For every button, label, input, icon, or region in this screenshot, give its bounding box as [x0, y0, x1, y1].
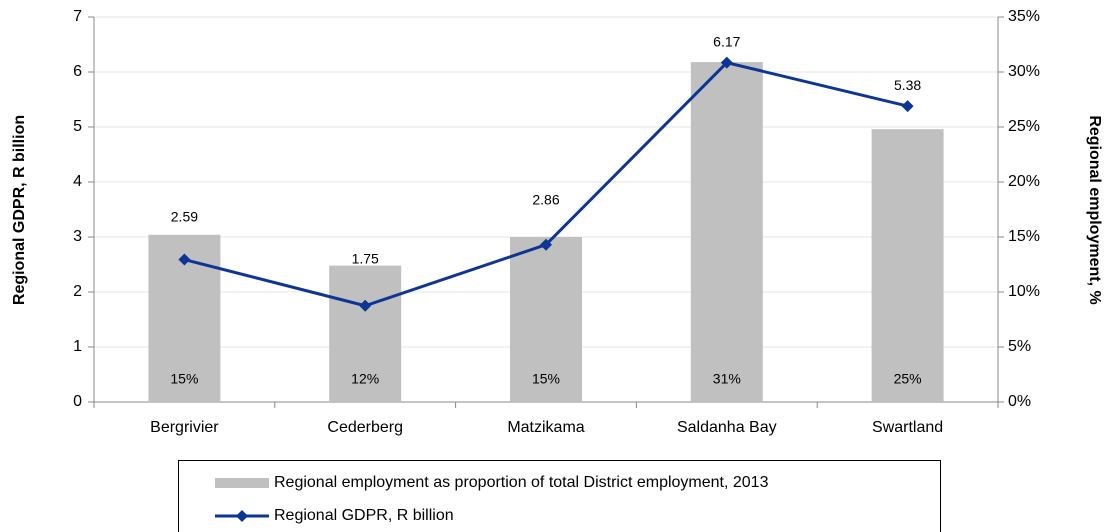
legend-box: [178, 460, 941, 532]
bar: [690, 62, 763, 402]
y-tick-label: 6: [73, 63, 82, 80]
x-tick-label: Matzikama: [507, 419, 584, 436]
y-tick-label: 0: [73, 393, 82, 410]
bar-value-label: 15%: [532, 371, 560, 387]
y2-tick-label: 25%: [1008, 118, 1040, 135]
legend-label: Regional GDPR, R billion: [274, 507, 454, 524]
y-tick-label: 7: [73, 8, 82, 25]
line-value-label: 5.38: [894, 77, 921, 93]
line-value-label: 6.17: [713, 33, 740, 49]
y-tick-label: 1: [73, 338, 82, 355]
y-tick-label: 5: [73, 118, 82, 135]
y-tick-label: 3: [73, 228, 82, 245]
line-marker: [359, 299, 372, 312]
bar-value-label: 15%: [170, 371, 198, 387]
y2-tick-label: 30%: [1008, 63, 1040, 80]
line-marker: [720, 56, 733, 69]
x-tick-label: Saldanha Bay: [677, 419, 777, 436]
line-value-label: 1.75: [352, 250, 379, 266]
x-tick-label: Swartland: [872, 419, 943, 436]
bar-value-label: 12%: [351, 371, 379, 387]
y-tick-label: 2: [73, 283, 82, 300]
legend-label: Regional employment as proportion of tot…: [274, 474, 769, 491]
y2-tick-label: 5%: [1008, 338, 1031, 355]
line-value-label: 2.86: [532, 191, 559, 207]
bar-value-label: 25%: [894, 371, 922, 387]
y2-axis-title: Regional employment, %: [1086, 115, 1103, 304]
y2-tick-label: 20%: [1008, 173, 1040, 190]
line-marker: [540, 238, 552, 251]
bar-value-label: 31%: [713, 371, 741, 387]
legend-swatch: [215, 478, 269, 488]
x-tick-label: Bergrivier: [150, 419, 219, 436]
line-marker: [901, 100, 914, 113]
bar: [871, 129, 944, 402]
y2-tick-label: 15%: [1008, 228, 1040, 245]
line-marker: [178, 253, 191, 266]
legend-marker: [236, 510, 248, 522]
y2-tick-label: 10%: [1008, 283, 1040, 300]
line-value-label: 2.59: [171, 208, 198, 224]
x-tick-label: Cederberg: [327, 419, 403, 436]
y2-tick-label: 0%: [1008, 393, 1031, 410]
y-tick-label: 4: [73, 173, 82, 190]
y-axis-title: Regional GDPR, R billion: [11, 115, 28, 305]
y2-tick-label: 35%: [1008, 8, 1040, 25]
bar: [510, 237, 582, 402]
bar: [329, 265, 402, 402]
